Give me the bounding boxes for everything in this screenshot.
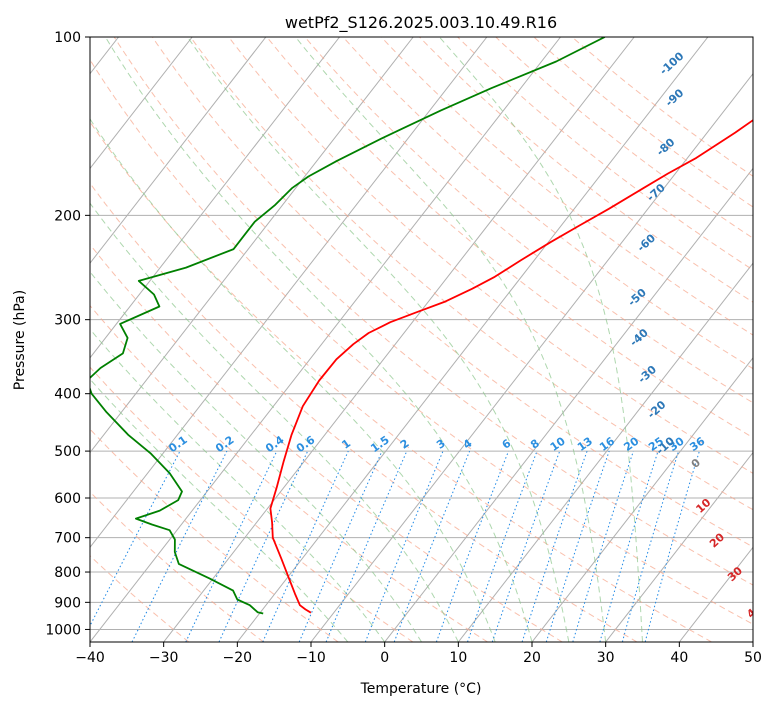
- y-tick-label: 300: [54, 313, 81, 329]
- y-tick-label: 1000: [45, 622, 81, 638]
- x-tick-label: 10: [449, 650, 467, 666]
- x-tick-label: 0: [380, 650, 389, 666]
- y-tick-label: 900: [54, 595, 81, 611]
- x-axis-label: Temperature (°C): [360, 681, 482, 697]
- x-tick-label: −40: [75, 650, 105, 666]
- x-tick-label: 40: [670, 650, 688, 666]
- y-tick-label: 800: [54, 565, 81, 581]
- x-tick-label: −30: [149, 650, 179, 666]
- y-axis-label: Pressure (hPa): [12, 290, 28, 390]
- y-tick-label: 400: [54, 387, 81, 403]
- y-tick-label: 500: [54, 444, 81, 460]
- x-tick-label: −10: [296, 650, 326, 666]
- x-tick-label: 30: [597, 650, 615, 666]
- x-tick-label: 50: [744, 650, 762, 666]
- x-tick-label: 20: [523, 650, 541, 666]
- x-tick-label: −20: [223, 650, 253, 666]
- y-tick-label: 700: [54, 531, 81, 547]
- y-tick-label: 100: [54, 30, 81, 46]
- y-tick-label: 200: [54, 208, 81, 224]
- chart-title: wetPf2_S126.2025.003.10.49.R16: [285, 13, 557, 33]
- y-tick-label: 600: [54, 491, 81, 507]
